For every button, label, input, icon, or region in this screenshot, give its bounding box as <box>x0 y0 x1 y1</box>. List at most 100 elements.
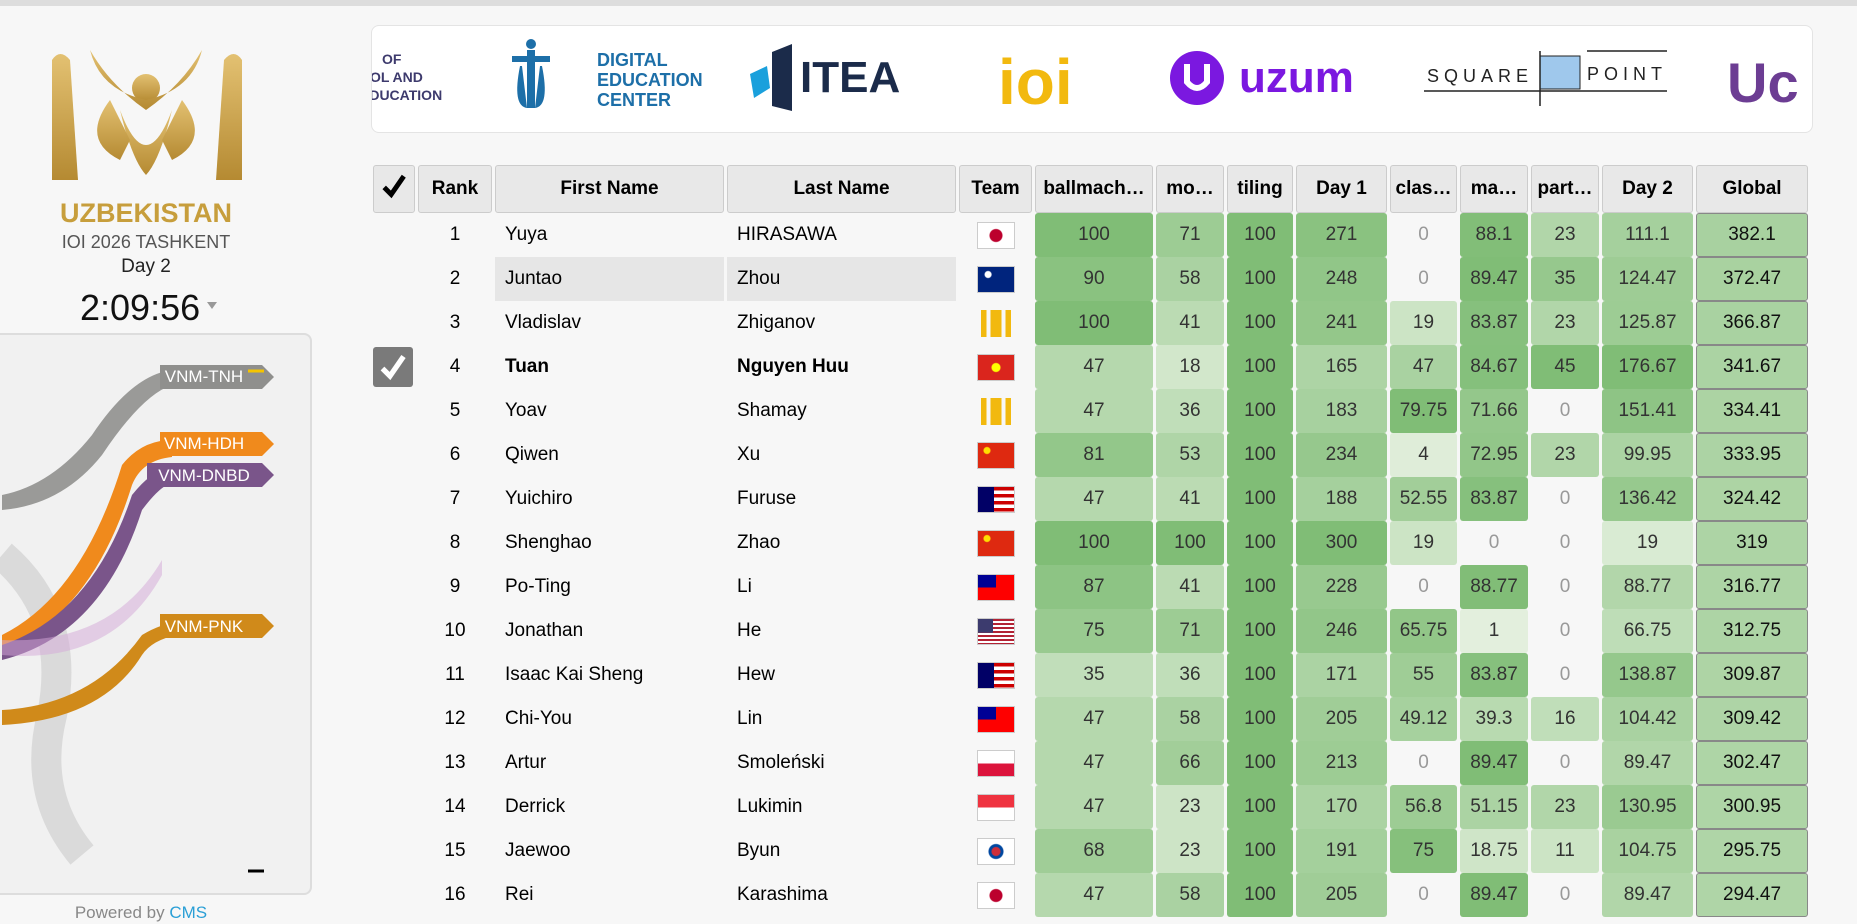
flag <box>976 749 1015 777</box>
row-select[interactable] <box>373 741 415 785</box>
rank: 6 <box>449 444 461 465</box>
score: 75 <box>1035 609 1153 653</box>
select-all[interactable] <box>373 165 415 213</box>
score: 35 <box>1035 653 1153 697</box>
score: 88.77 <box>1602 565 1693 609</box>
column-header[interactable]: tiling <box>1227 165 1293 213</box>
row-select[interactable] <box>373 565 415 609</box>
score: 271 <box>1296 213 1387 257</box>
score: 130.95 <box>1602 785 1693 829</box>
ranking-row: 6 Qiwen Xu 81 53 100 234 4 72.95 23 99.95 333.95 <box>373 433 1808 477</box>
chart-label: VNM-PNK <box>165 617 244 636</box>
column-header[interactable]: First Name <box>495 165 724 213</box>
score: 100 <box>1227 609 1293 653</box>
rank: 10 <box>444 620 466 641</box>
sponsor-text: CENTER <box>597 90 671 110</box>
score: 0 <box>1418 224 1429 245</box>
column-header[interactable]: Team <box>959 165 1032 213</box>
score: 100 <box>1227 477 1293 521</box>
score: 0 <box>1559 664 1571 685</box>
row-select[interactable] <box>373 829 415 873</box>
sponsor-text: uzum <box>1239 53 1354 102</box>
score: 0 <box>1559 576 1571 597</box>
sponsor-text: EDUCATION <box>597 70 703 90</box>
column-header[interactable]: Last Name <box>727 165 956 213</box>
first-name: Chi-You <box>505 708 572 729</box>
row-select[interactable] <box>373 873 415 917</box>
team <box>959 873 1032 917</box>
team <box>959 609 1032 653</box>
last-name: Karashima <box>737 884 828 905</box>
flag <box>976 309 1015 337</box>
column-header[interactable]: Day 1 <box>1296 165 1387 213</box>
score: 35 <box>1531 257 1599 301</box>
score: 66.75 <box>1602 609 1693 653</box>
row-select[interactable] <box>373 477 415 521</box>
row-select[interactable] <box>373 653 415 697</box>
score: 53 <box>1156 433 1224 477</box>
score: 0 <box>1418 884 1429 905</box>
sponsor-banner: OF OL AND EDUCATION DIGITAL EDUCATION CE… <box>371 25 1813 133</box>
column-header[interactable]: ballmach… <box>1035 165 1153 213</box>
score: 66 <box>1156 741 1224 785</box>
column-header[interactable]: Rank <box>418 165 492 213</box>
flag <box>976 221 1015 249</box>
row-select[interactable] <box>373 345 415 389</box>
sponsor-text: EDUCATION <box>372 87 442 103</box>
score: 79.75 <box>1390 389 1457 433</box>
sponsor-text: ioi <box>998 46 1073 118</box>
score: 49.12 <box>1390 697 1457 741</box>
score: 100 <box>1227 345 1293 389</box>
row-select[interactable] <box>373 257 415 301</box>
column-header[interactable]: clas… <box>1390 165 1457 213</box>
score: 23 <box>1156 829 1224 873</box>
global-score: 319 <box>1696 521 1808 565</box>
ranking-row: 2 Juntao Zhou 90 58 100 248 0 89.47 35 124.47 372.4… <box>373 257 1808 301</box>
rank: 16 <box>444 884 466 905</box>
row-select[interactable] <box>373 697 415 741</box>
score: 23 <box>1531 433 1599 477</box>
team <box>959 697 1032 741</box>
check-icon <box>382 174 406 199</box>
column-header[interactable]: mo… <box>1156 165 1224 213</box>
score: 18 <box>1156 345 1224 389</box>
score: 68 <box>1035 829 1153 873</box>
ranking-row: 12 Chi-You Lin 47 58 100 205 49.12 39.3 16 104.42 3… <box>373 697 1808 741</box>
checkbox[interactable] <box>373 347 413 387</box>
column-header[interactable]: Day 2 <box>1602 165 1693 213</box>
timer-toggle[interactable] <box>206 300 218 310</box>
rank: 5 <box>449 400 461 421</box>
cms-link[interactable]: CMS <box>169 903 208 922</box>
logo <box>52 50 242 180</box>
score: 47 <box>1035 741 1153 785</box>
row-select[interactable] <box>373 785 415 829</box>
first-name: Jaewoo <box>505 840 571 861</box>
score: 100 <box>1227 829 1293 873</box>
powered-by: Powered by <box>74 903 165 922</box>
team <box>959 565 1032 609</box>
row-select[interactable] <box>373 521 415 565</box>
column-header[interactable]: part… <box>1531 165 1599 213</box>
row-select[interactable] <box>373 213 415 257</box>
last-name: Byun <box>737 840 781 861</box>
team <box>959 345 1032 389</box>
global-score: 341.67 <box>1696 345 1808 389</box>
score: 213 <box>1296 741 1387 785</box>
flag <box>976 881 1015 909</box>
flag <box>976 837 1015 865</box>
column-header[interactable]: ma… <box>1460 165 1528 213</box>
first-name: Yuya <box>505 224 548 245</box>
row-select[interactable] <box>373 433 415 477</box>
score: 41 <box>1156 565 1224 609</box>
score: 0 <box>1559 400 1571 421</box>
last-name: Shamay <box>737 400 807 421</box>
last-name: Furuse <box>737 488 797 509</box>
column-header[interactable]: Global <box>1696 165 1808 213</box>
row-select[interactable] <box>373 609 415 653</box>
flag <box>976 573 1015 601</box>
row-select[interactable] <box>373 389 415 433</box>
score: 65.75 <box>1390 609 1457 653</box>
score: 228 <box>1296 565 1387 609</box>
score: 0 <box>1559 752 1571 773</box>
row-select[interactable] <box>373 301 415 345</box>
